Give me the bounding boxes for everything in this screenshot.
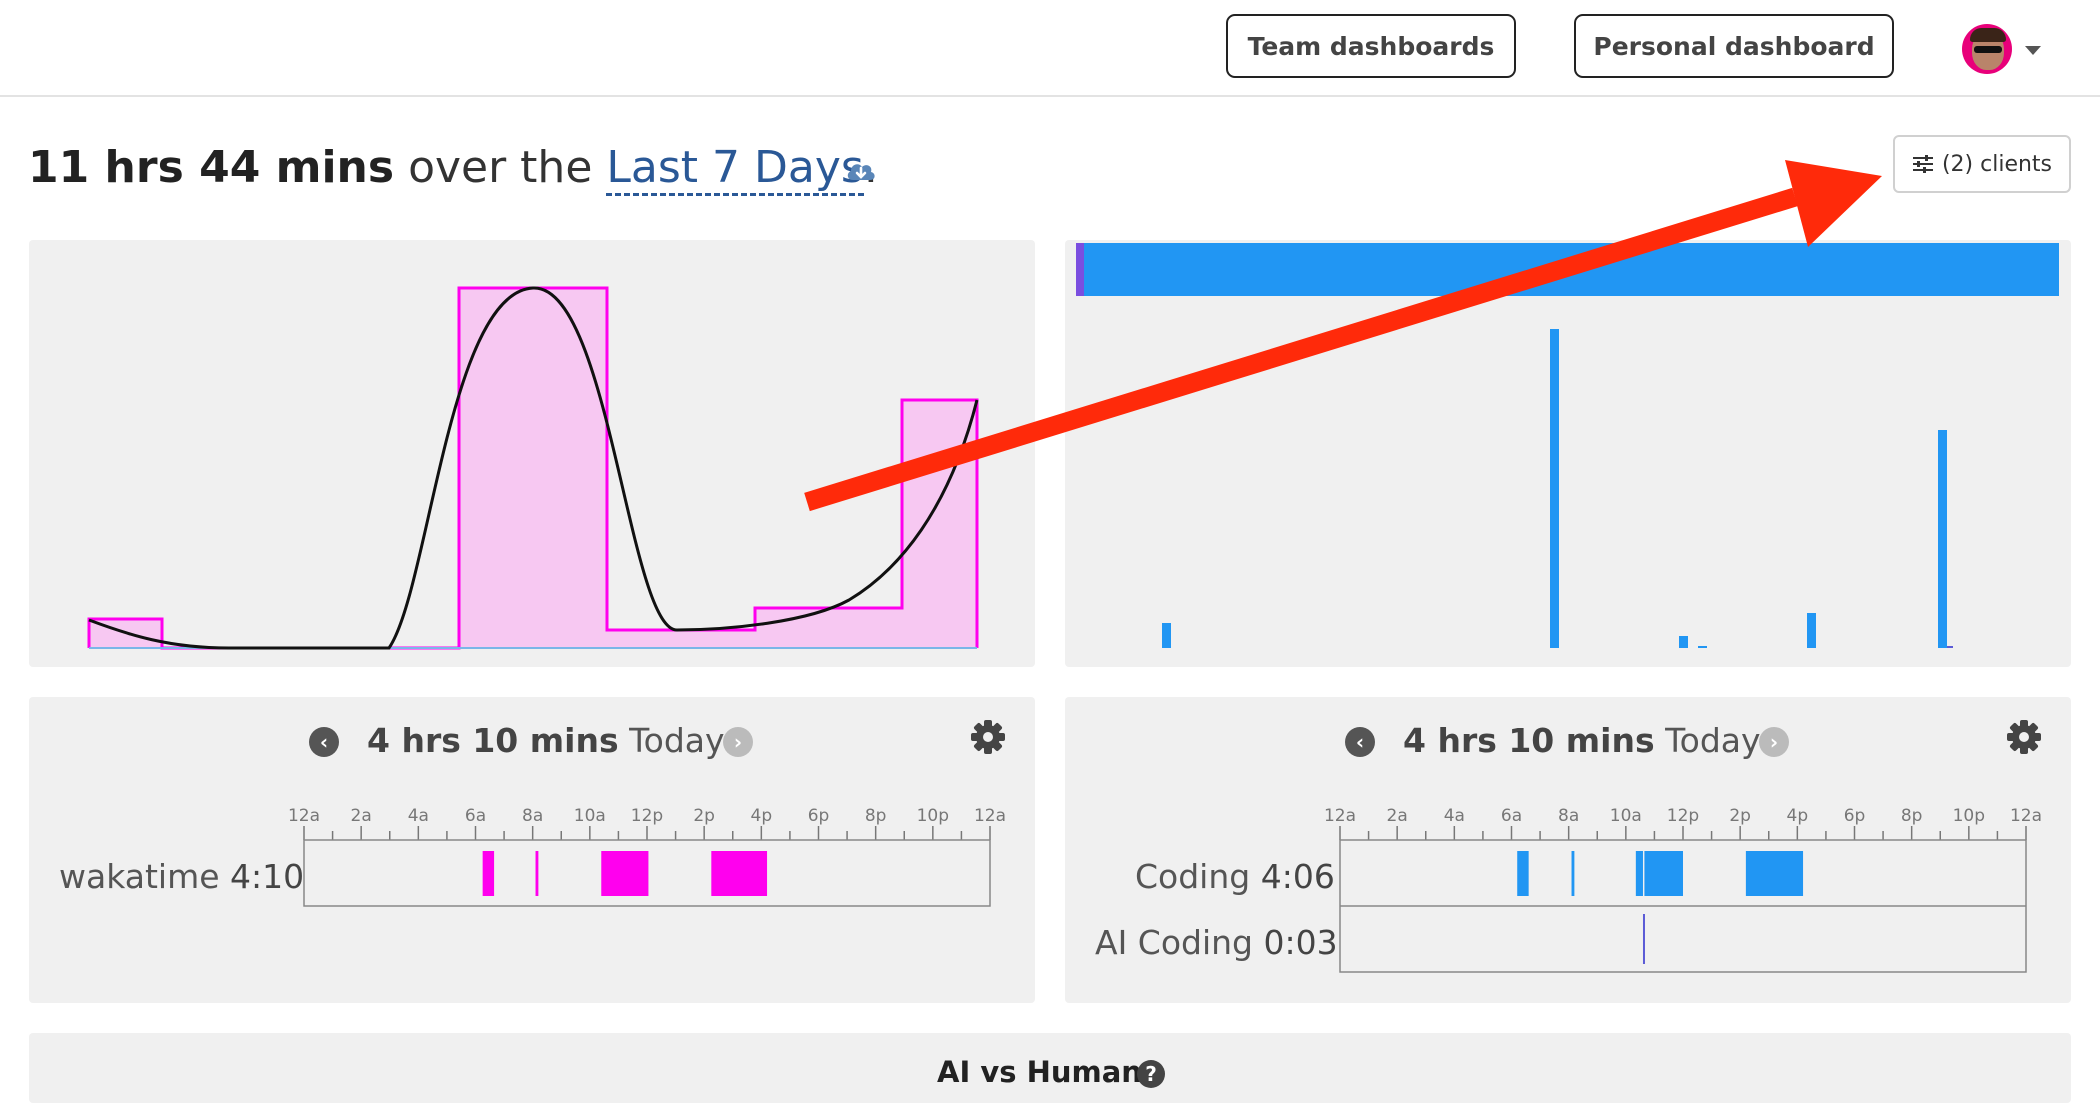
tick-label: 6a: [465, 806, 486, 826]
tick-label: 12a: [974, 806, 1006, 826]
weekly-activity-chart-panel: [29, 240, 1035, 667]
next-day-button[interactable]: ›: [1759, 727, 1789, 757]
timeline-segment[interactable]: [1635, 851, 1643, 896]
tick-label: 8p: [865, 806, 887, 826]
tick-label: 4p: [751, 806, 773, 826]
weekly-activity-chart: [87, 286, 979, 650]
tick-label: 2a: [351, 806, 372, 826]
timeline-row-label-ai-coding: AI Coding 0:03: [1095, 923, 1338, 962]
tick-label: 12a: [1324, 806, 1356, 826]
tick-label: 6a: [1501, 806, 1522, 826]
tick-label: 10a: [574, 806, 606, 826]
timeline-segment[interactable]: [1644, 851, 1683, 896]
activity-bar: [1550, 329, 1559, 648]
activity-bar: [1162, 623, 1171, 648]
clients-filter-button[interactable]: (2) clients: [1893, 135, 2071, 193]
tick-label: 4a: [408, 806, 429, 826]
tick-label: 8a: [522, 806, 543, 826]
tick-label: 10a: [1610, 806, 1642, 826]
today-total-label: 4 hrs 10 mins Today: [1403, 721, 1761, 760]
timeline-segment[interactable]: [1517, 851, 1529, 896]
today-day: Today: [629, 721, 725, 760]
clients-button-label: (2) clients: [1941, 151, 2053, 177]
previous-day-button[interactable]: ‹: [1345, 727, 1375, 757]
smoothed-trend-line: [88, 286, 979, 650]
activity-bar: [1679, 636, 1688, 648]
chevron-down-icon[interactable]: [2025, 46, 2041, 55]
timeline-segment[interactable]: [711, 851, 768, 896]
over-the-text: over the: [408, 142, 593, 193]
title-period: .: [863, 142, 878, 193]
category-stacked-bar: [1076, 243, 2059, 296]
total-time: 11 hrs 44 mins: [28, 142, 395, 193]
timeline-segment[interactable]: [601, 851, 649, 896]
ai-vs-human-title: AI vs Human: [937, 1055, 1142, 1089]
tick-label: 12a: [2010, 806, 2042, 826]
category-activity-chart: [1076, 243, 2059, 648]
category-activity-chart-panel: [1065, 240, 2071, 667]
tick-label: 12a: [288, 806, 320, 826]
today-total-label: 4 hrs 10 mins Today: [367, 721, 725, 760]
today-timeline-panel-left: ‹ 4 hrs 10 mins Today › 12a 2a 4a 6a 8a 10a 12…: [29, 697, 1035, 1003]
page-title: 11 hrs 44 mins over the Last 7 Days.: [28, 138, 878, 198]
help-icon[interactable]: ?: [1137, 1060, 1165, 1088]
tick-label: 6p: [1844, 806, 1866, 826]
tick-label: 10p: [1953, 806, 1985, 826]
timeline-row-label-wakatime: wakatime 4:10: [59, 857, 305, 896]
tick-label: 2p: [1729, 806, 1751, 826]
tick-label: 12p: [631, 806, 663, 826]
team-dashboards-button[interactable]: Team dashboards: [1226, 14, 1516, 78]
gear-icon[interactable]: [2006, 719, 2042, 755]
today-timeline-chart: 12a 2a 4a 6a 8a 10a 12p 2p 4p 6p 8p 10p 12a: [288, 806, 1006, 907]
tick-label: 2p: [693, 806, 715, 826]
today-day: Today: [1665, 721, 1761, 760]
timeline-segment[interactable]: [1571, 851, 1575, 896]
today-total: 4 hrs 10 mins: [367, 721, 619, 760]
timeline-segment[interactable]: [482, 851, 495, 896]
tick-label: 2a: [1387, 806, 1408, 826]
tick-label: 6p: [808, 806, 830, 826]
tick-label: 8p: [1901, 806, 1923, 826]
today-timeline-panel-right: ‹ 4 hrs 10 mins Today › 12a 2a 4a 6a 8a 10a 12…: [1065, 697, 2071, 1003]
today-category-timeline-chart: 12a 2a 4a 6a 8a 10a 12p 2p 4p 6p 8p 10p 12a: [1324, 806, 2042, 973]
timeline-segment[interactable]: [1745, 851, 1804, 896]
avatar[interactable]: [1962, 24, 2012, 74]
timeline-row-label-coding: Coding 4:06: [1135, 857, 1335, 896]
category-stacked-bar-ai: [1076, 243, 1084, 296]
timeline-segment[interactable]: [1642, 914, 1645, 964]
top-navbar: Team dashboards Personal dashboard: [0, 0, 2100, 97]
gear-icon[interactable]: [970, 719, 1006, 755]
cloud-download-icon[interactable]: [845, 158, 877, 182]
tick-label: 12p: [1667, 806, 1699, 826]
today-total: 4 hrs 10 mins: [1403, 721, 1655, 760]
personal-dashboard-button[interactable]: Personal dashboard: [1574, 14, 1894, 78]
activity-bar: [1947, 646, 1953, 648]
date-range-picker[interactable]: Last 7 Days: [606, 142, 864, 196]
tick-label: 4a: [1444, 806, 1465, 826]
tick-label: 10p: [917, 806, 949, 826]
activity-bar: [1807, 613, 1816, 648]
sliders-icon: [1912, 155, 1933, 173]
activity-bar: [1938, 430, 1947, 648]
timeline-segment[interactable]: [535, 851, 539, 896]
next-day-button[interactable]: ›: [723, 727, 753, 757]
previous-day-button[interactable]: ‹: [309, 727, 339, 757]
tick-label: 8a: [1558, 806, 1579, 826]
activity-bar: [1698, 646, 1707, 648]
tick-label: 4p: [1787, 806, 1809, 826]
